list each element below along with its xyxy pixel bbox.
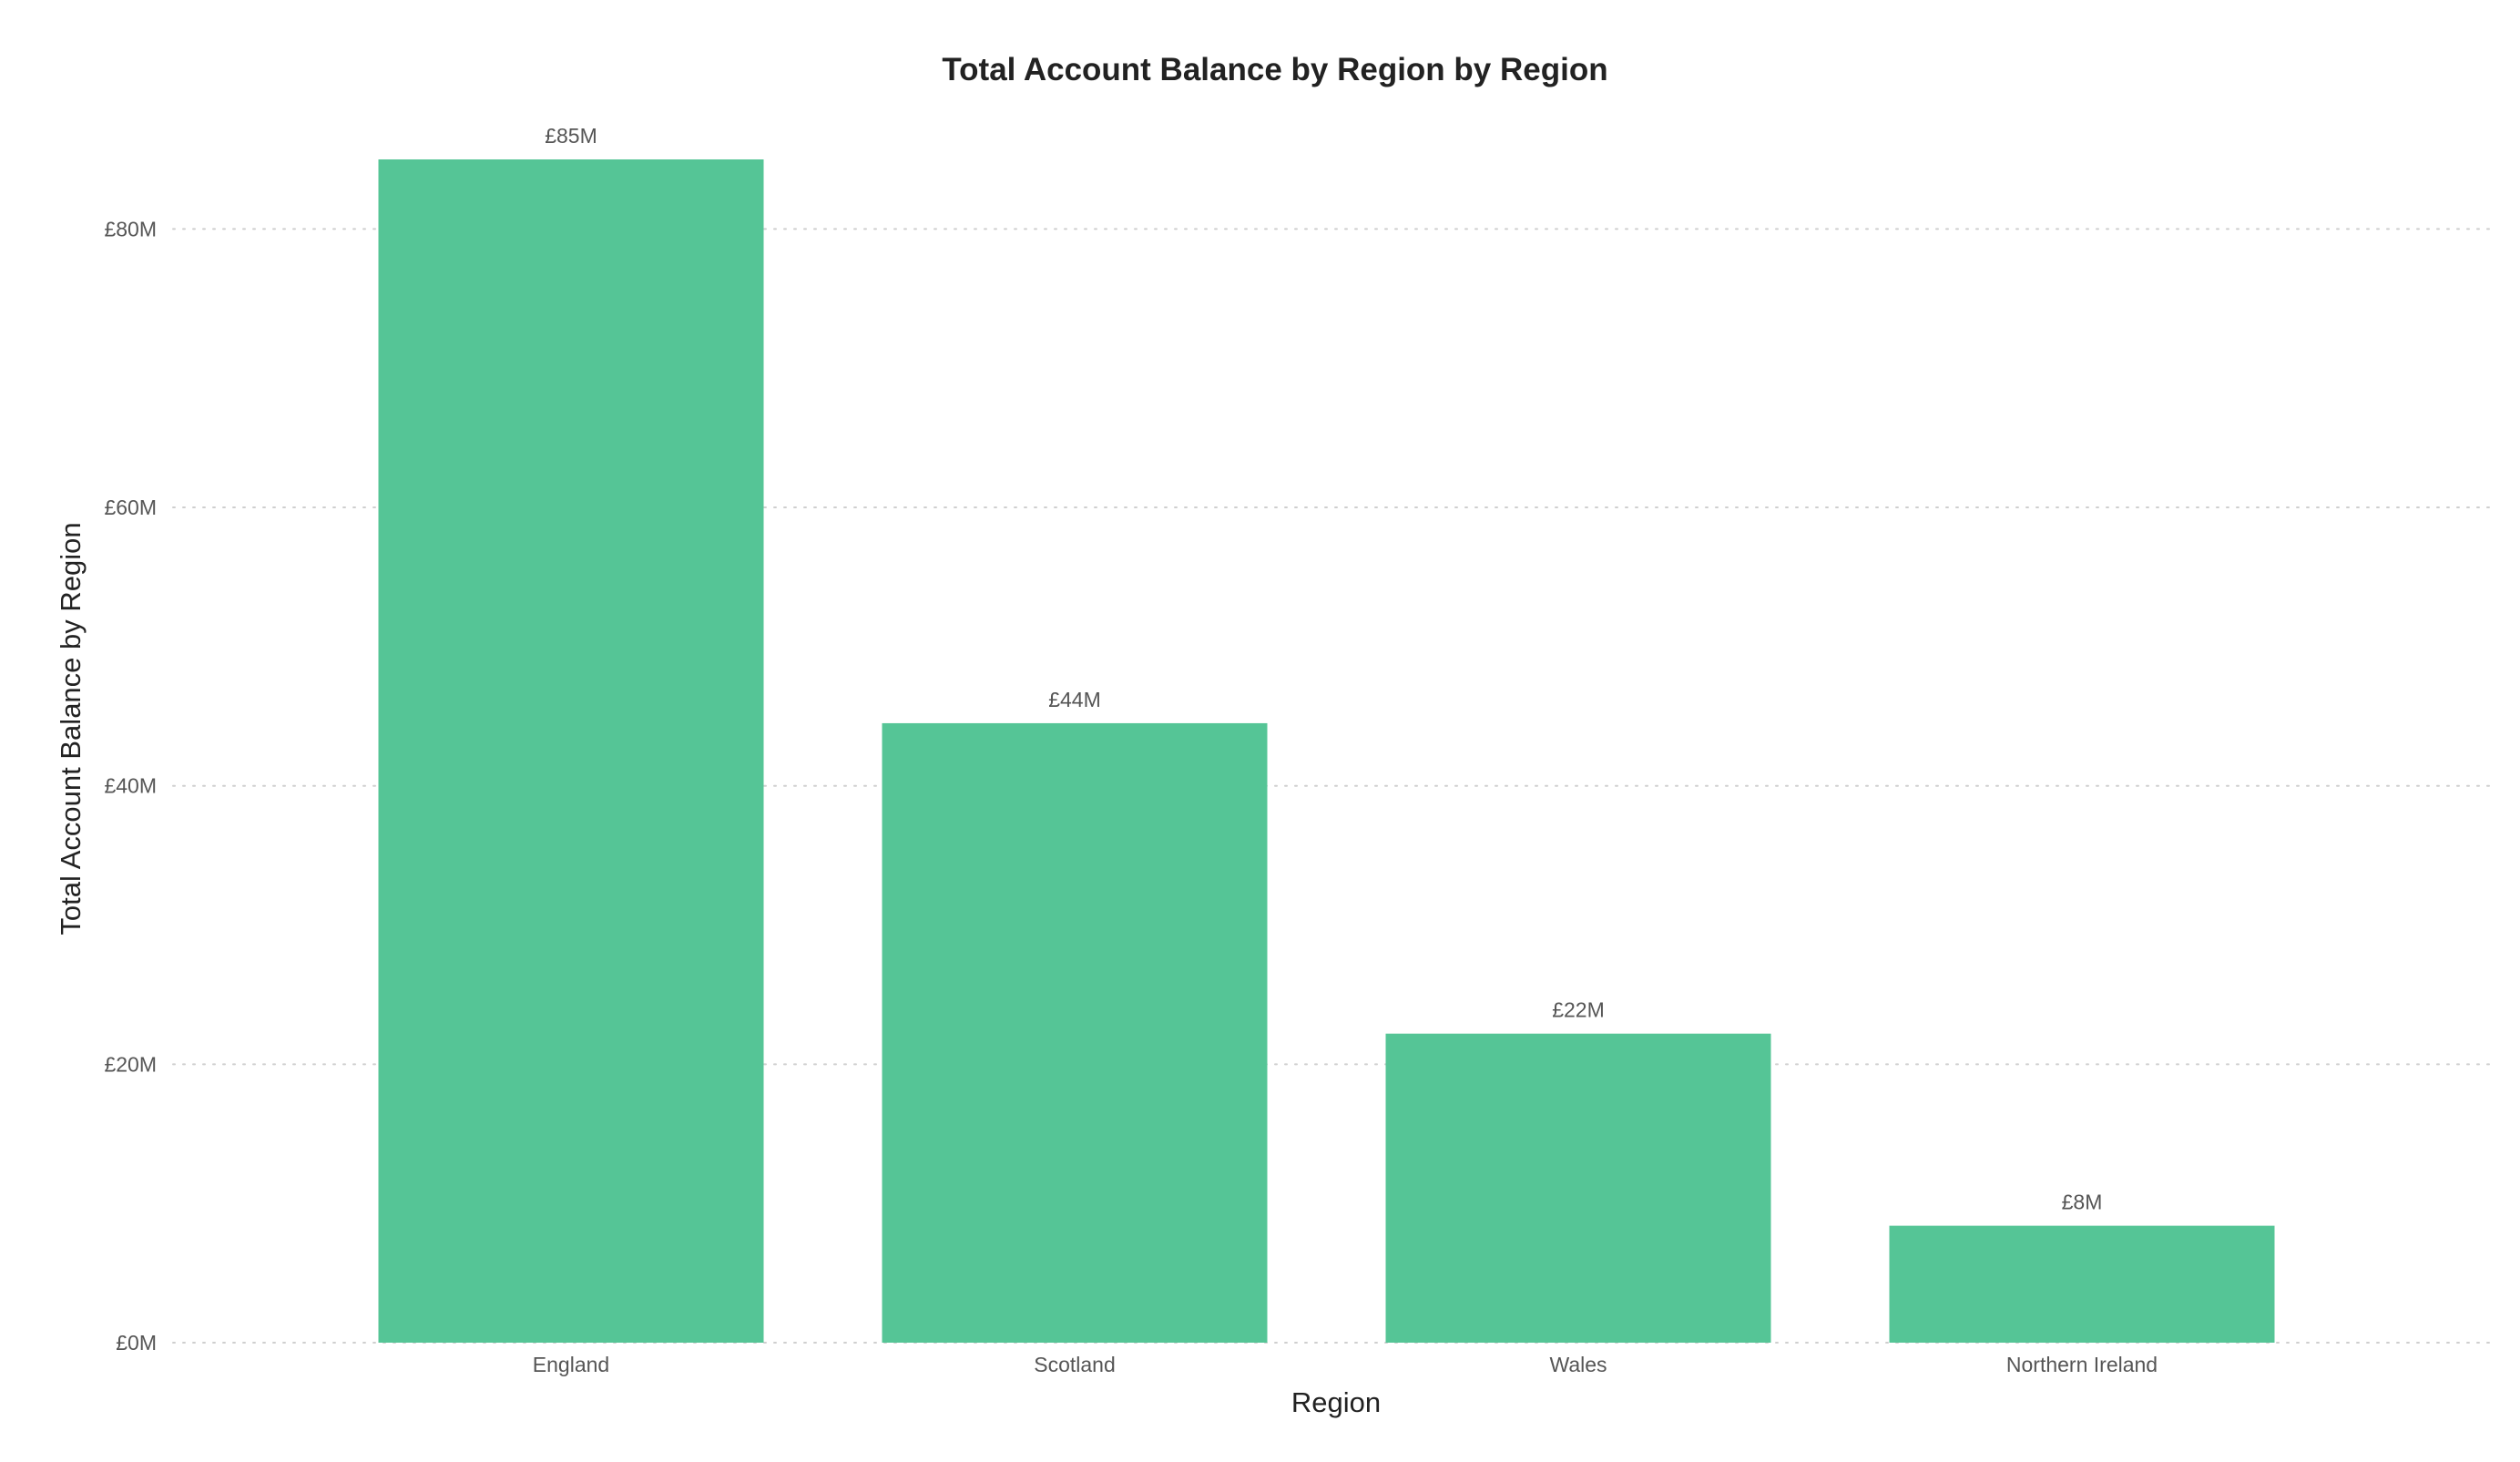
y-axis-ticks: £0M £20M £40M £60M £80M: [104, 217, 157, 1355]
y-tick-label: £0M: [116, 1331, 157, 1355]
x-tick-label: England: [533, 1353, 609, 1376]
bars: [378, 159, 2275, 1343]
x-axis-title: Region: [1291, 1386, 1381, 1418]
y-tick-label: £80M: [104, 217, 157, 240]
x-axis-ticks: England Scotland Wales Northern Ireland: [533, 1353, 2158, 1376]
data-labels: £85M £44M £22M £8M: [545, 124, 2102, 1214]
data-label: £8M: [2062, 1191, 2103, 1214]
x-tick-label: Northern Ireland: [2006, 1353, 2158, 1376]
y-tick-label: £40M: [104, 774, 157, 798]
data-label: £22M: [1552, 998, 1605, 1022]
x-tick-label: Scotland: [1034, 1353, 1116, 1376]
bar-wales: [1385, 1033, 1771, 1343]
data-label: £44M: [1048, 688, 1101, 711]
y-axis-title: Total Account Balance by Region: [55, 522, 87, 935]
bar-northern-ireland: [1889, 1225, 2275, 1343]
chart-title: Total Account Balance by Region by Regio…: [942, 52, 1607, 87]
y-tick-label: £60M: [104, 496, 157, 519]
bar-scotland: [882, 722, 1268, 1343]
y-tick-label: £20M: [104, 1052, 157, 1076]
data-label: £85M: [545, 124, 597, 148]
bar-england: [378, 159, 764, 1343]
x-tick-label: Wales: [1549, 1353, 1607, 1376]
